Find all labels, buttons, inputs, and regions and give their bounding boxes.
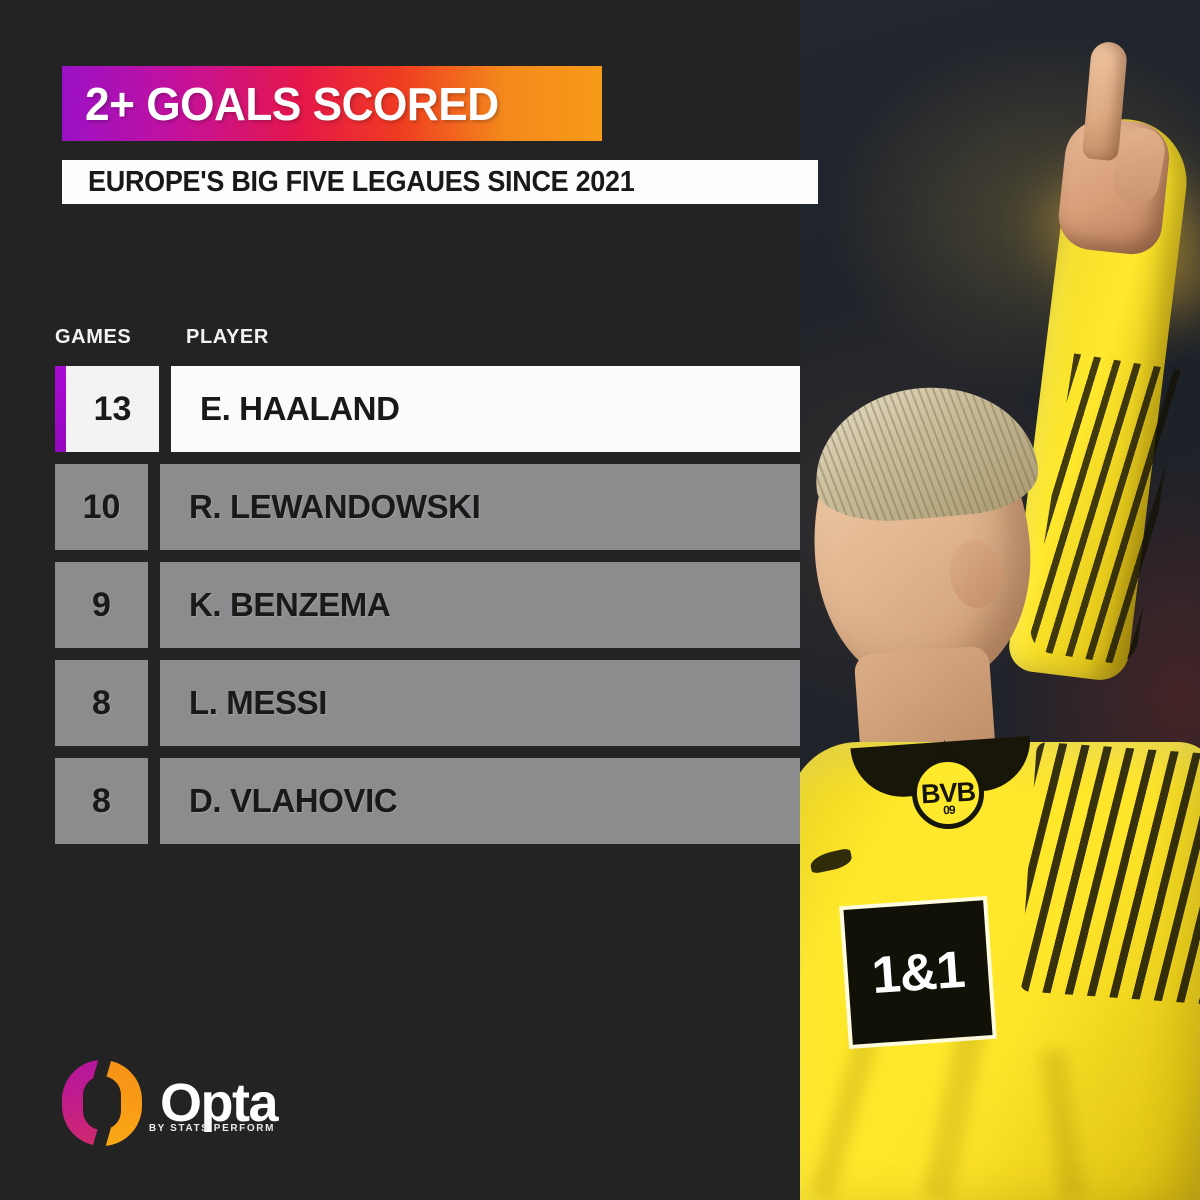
- page-title: 2+ GOALS SCORED: [85, 77, 499, 130]
- table-row[interactable]: 13 E. HAALAND: [55, 366, 800, 452]
- jersey-sponsor-logo: 1&1: [843, 900, 993, 1045]
- cell-games: 9: [55, 562, 148, 648]
- column-header-games: GAMES: [55, 326, 132, 348]
- cell-player: R. LEWANDOWSKI: [160, 464, 800, 550]
- player-hair: [808, 378, 1042, 528]
- table-row[interactable]: 10 R. LEWANDOWSKI: [55, 464, 800, 550]
- cell-games: 13: [66, 366, 159, 452]
- page-subtitle: EUROPE'S BIG FIVE LEGAUES SINCE 2021: [88, 165, 635, 198]
- cell-player: E. HAALAND: [171, 366, 800, 452]
- jersey-shoulder-stripes: [1019, 741, 1200, 1005]
- player-photo: ★ BVB 09 1&1: [800, 0, 1200, 1200]
- subtitle-banner: EUROPE'S BIG FIVE LEGAUES SINCE 2021: [62, 160, 818, 204]
- crest-year: 09: [942, 802, 955, 818]
- row-accent-bar: [55, 366, 66, 452]
- opta-logo: Opta BY STATS PERFORM: [62, 1058, 279, 1148]
- cell-games: 8: [55, 758, 148, 844]
- cell-player: L. MESSI: [160, 660, 800, 746]
- ranking-table: 13 E. HAALAND 10 R. LEWANDOWSKI 9 K. BEN…: [55, 366, 800, 856]
- crest-star-icon: ★: [936, 736, 954, 758]
- cell-player: D. VLAHOVIC: [160, 758, 800, 844]
- table-row[interactable]: 8 D. VLAHOVIC: [55, 758, 800, 844]
- cell-games: 8: [55, 660, 148, 746]
- table-row[interactable]: 9 K. BENZEMA: [55, 562, 800, 648]
- table-row[interactable]: 8 L. MESSI: [55, 660, 800, 746]
- opta-word: Opta: [160, 1073, 279, 1133]
- opta-tagline: BY STATS PERFORM: [148, 1123, 276, 1134]
- opta-wordmark: Opta BY STATS PERFORM: [149, 1073, 279, 1134]
- cell-player: K. BENZEMA: [160, 562, 800, 648]
- opta-mark-icon: [62, 1058, 142, 1148]
- title-banner: 2+ GOALS SCORED: [62, 66, 602, 141]
- cell-games: 10: [55, 464, 148, 550]
- content-column: 2+ GOALS SCORED EUROPE'S BIG FIVE LEGAUE…: [55, 66, 818, 1148]
- column-header-player: PLAYER: [186, 326, 269, 348]
- table-header: GAMES PLAYER: [55, 326, 755, 352]
- opta-mark-center: [83, 1076, 121, 1130]
